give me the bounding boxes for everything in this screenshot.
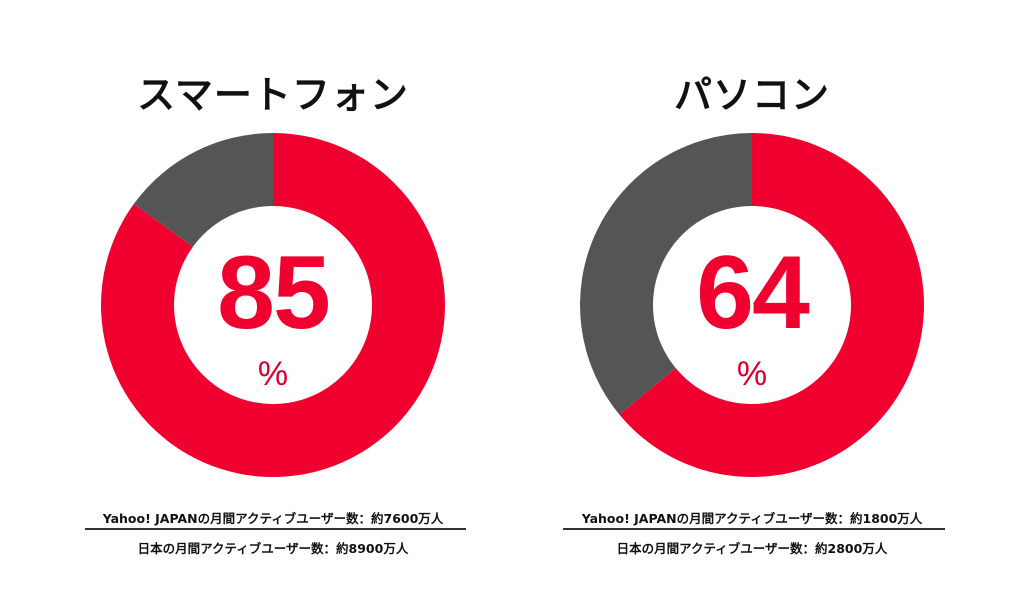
pc-donut-chart: 64 % bbox=[580, 133, 924, 477]
donut-hole bbox=[653, 206, 851, 404]
pc-yahoo-users: Yahoo! JAPANの月間アクティブユーザー数：約1800万人 bbox=[581, 511, 923, 526]
pc-panel: パソコン 64 % Yahoo! JAPANの月間アクティブユーザー数：約180… bbox=[512, 0, 992, 612]
smartphone-title: スマートフォン bbox=[137, 73, 409, 117]
pc-title: パソコン bbox=[673, 73, 830, 117]
smartphone-panel: スマートフォン 85 % Yahoo! JAPANの月間アクティブユーザー数：約… bbox=[33, 0, 513, 612]
smartphone-percentage-value: 85 bbox=[217, 235, 331, 351]
pc-divider bbox=[563, 528, 945, 530]
pc-percent-unit: % bbox=[736, 355, 768, 393]
smartphone-japan-users: 日本の月間アクティブユーザー数：約8900万人 bbox=[137, 541, 409, 556]
pc-percentage-value: 64 bbox=[696, 235, 810, 351]
smartphone-yahoo-users: Yahoo! JAPANの月間アクティブユーザー数：約7600万人 bbox=[102, 511, 444, 526]
donut-hole bbox=[174, 206, 372, 404]
donut-svg bbox=[580, 133, 924, 477]
smartphone-divider bbox=[85, 528, 466, 530]
donut-svg bbox=[101, 133, 445, 477]
smartphone-donut-chart: 85 % bbox=[101, 133, 445, 477]
smartphone-percent-unit: % bbox=[257, 355, 289, 393]
pc-japan-users: 日本の月間アクティブユーザー数：約2800万人 bbox=[616, 541, 888, 556]
